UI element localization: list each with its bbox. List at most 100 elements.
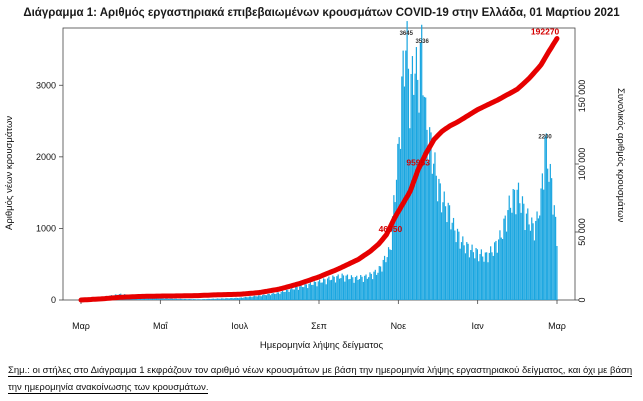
- bar: [243, 297, 245, 300]
- bar: [150, 297, 152, 300]
- bar: [413, 94, 415, 300]
- bar: [447, 202, 449, 300]
- bar: [386, 257, 388, 300]
- bar: [466, 242, 468, 300]
- bar: [297, 289, 300, 300]
- bar: [537, 218, 539, 300]
- bar: [215, 298, 217, 300]
- bar: [525, 213, 528, 300]
- bar: [235, 297, 237, 300]
- bar: [476, 249, 479, 300]
- bar: [398, 137, 400, 300]
- data-label: 46950: [379, 224, 403, 234]
- bar: [185, 298, 187, 300]
- bar: [174, 298, 176, 300]
- bar: [346, 274, 349, 300]
- bar: [308, 283, 310, 300]
- bar: [299, 286, 301, 300]
- bar: [532, 223, 534, 300]
- x-tick-label: Σεπ: [311, 321, 327, 331]
- data-label: 3645: [400, 31, 414, 37]
- y-right-tick-label: 100 000: [577, 148, 587, 181]
- bar: [516, 189, 518, 300]
- y-right-tick-label: 150 000: [577, 80, 587, 113]
- footnote: Σημ.: οι στήλες στο Διάγραμμα 1 εκφράζου…: [8, 362, 638, 396]
- bar: [429, 127, 431, 300]
- bar: [203, 299, 205, 300]
- bar: [527, 208, 529, 300]
- y-axis-left-label: Αριθμός νέων κρουσμάτων: [4, 115, 15, 230]
- y-axis-right-label: Συνολικός αριθμός κρουσμάτων: [615, 88, 626, 223]
- bar: [258, 295, 260, 300]
- bar: [423, 96, 425, 300]
- bar: [248, 296, 250, 300]
- bar: [296, 286, 298, 300]
- bar: [322, 278, 325, 300]
- bar: [365, 274, 367, 300]
- bar: [301, 287, 303, 300]
- bar: [533, 240, 536, 300]
- bar: [344, 281, 346, 300]
- x-tick-label: Μαΐ: [153, 321, 169, 331]
- bar: [326, 278, 329, 300]
- bar: [352, 277, 354, 300]
- bar: [186, 299, 188, 300]
- bar: [251, 297, 253, 300]
- bar: [158, 298, 160, 300]
- bar: [448, 205, 451, 300]
- bar: [467, 243, 469, 300]
- bar: [513, 189, 516, 300]
- bar: [541, 173, 543, 300]
- bar: [426, 129, 428, 300]
- bar: [345, 275, 347, 300]
- bar: [389, 249, 391, 300]
- bar: [284, 291, 286, 300]
- bar: [228, 298, 231, 300]
- bar: [520, 212, 522, 300]
- bar: [528, 224, 530, 300]
- bar: [320, 282, 322, 300]
- bar: [468, 257, 471, 300]
- bar: [151, 297, 154, 300]
- bar: [341, 273, 343, 300]
- bar: [553, 205, 555, 300]
- bar: [403, 86, 406, 300]
- bar: [356, 275, 358, 300]
- bar: [288, 291, 290, 300]
- bar: [204, 299, 207, 300]
- bar: [250, 296, 252, 300]
- bar: [304, 283, 306, 300]
- bar: [427, 162, 429, 300]
- footnote-text: Σημ.: οι στήλες στο Διάγραμμα 1 εκφράζου…: [8, 365, 633, 394]
- bar: [234, 298, 236, 300]
- bar: [455, 242, 457, 300]
- bar: [163, 298, 166, 300]
- bar: [551, 178, 553, 300]
- bar: [220, 298, 223, 300]
- bar: [242, 297, 244, 300]
- bar: [227, 298, 229, 300]
- y-right-tick-label: 0: [577, 297, 587, 302]
- bar: [211, 298, 213, 300]
- bar: [505, 231, 508, 300]
- bar: [360, 275, 362, 300]
- bar: [167, 298, 170, 300]
- bar: [368, 277, 370, 300]
- bar: [199, 299, 201, 300]
- x-tick-label: Νοε: [391, 321, 407, 331]
- bar: [482, 256, 484, 300]
- bar: [402, 50, 404, 301]
- bar: [470, 250, 472, 300]
- bar: [202, 299, 204, 300]
- bar: [170, 298, 172, 300]
- bar: [193, 299, 195, 300]
- bar: [472, 252, 475, 300]
- bar: [348, 279, 350, 300]
- bar: [521, 196, 524, 300]
- bar: [430, 132, 432, 300]
- bar: [535, 220, 537, 300]
- bar: [387, 247, 390, 300]
- bar: [291, 287, 293, 300]
- bar: [442, 202, 444, 300]
- bar: [496, 252, 498, 300]
